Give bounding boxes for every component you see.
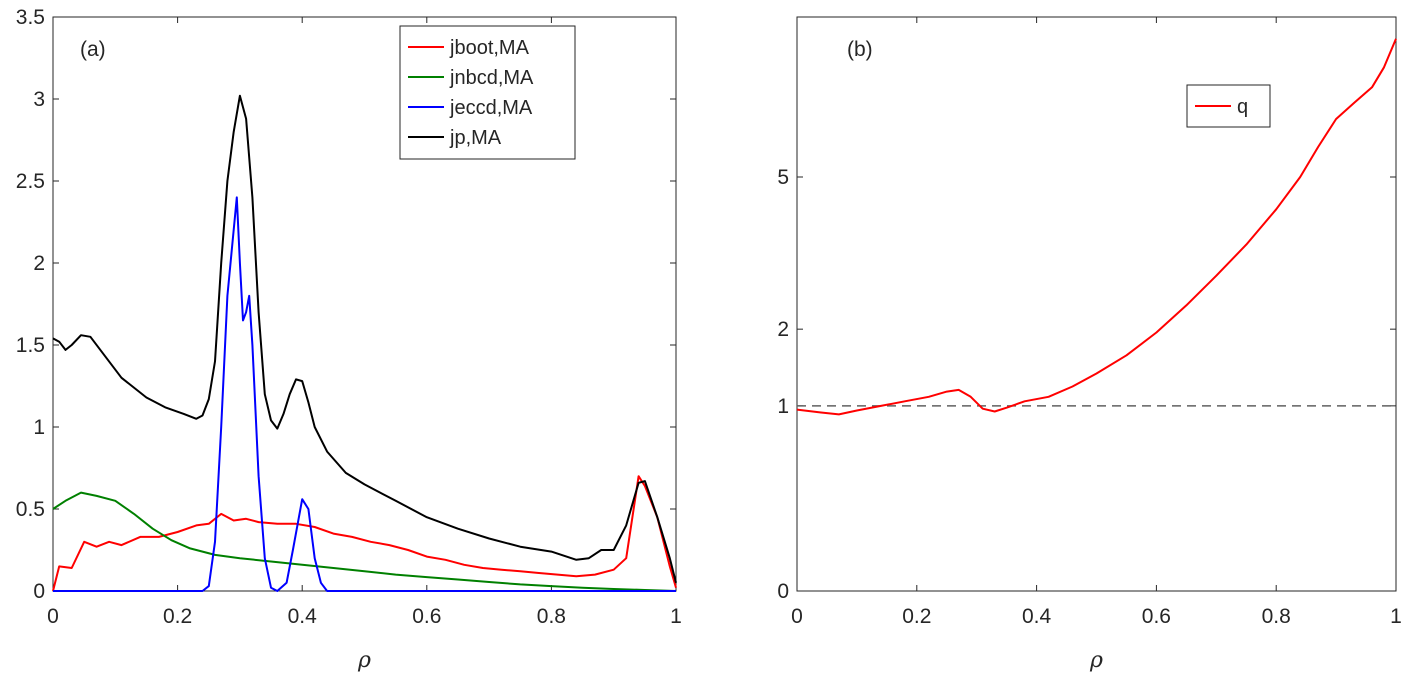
- chart-panel-1: 0 0.2 0.4 0.6 0.8 1 0 0.5 1 1.5 2 2.5 3 3.5 ρ (a) jboot,…: [16, 6, 682, 673]
- y-tick-label: 3: [33, 88, 45, 111]
- y-tick-label: 1: [33, 416, 45, 439]
- x-tick-label: 0.6: [1142, 605, 1171, 628]
- series-line-jnbcd-ma: [52, 491, 677, 592]
- x-tick-label: 0: [47, 605, 59, 628]
- chart-panel-2: 0 0.2 0.4 0.6 0.8 1 0 1 2 5 ρ (b) q: [777, 16, 1402, 673]
- x-axis-label: ρ: [1089, 648, 1103, 673]
- x-tick-label: 0.8: [537, 605, 566, 628]
- x-axis-label: ρ: [357, 648, 371, 673]
- legend-label: q: [1237, 96, 1248, 118]
- y-tick-label: 1: [777, 395, 789, 418]
- x-tick-label: 0.6: [412, 605, 441, 628]
- y-tick-label: 0: [777, 580, 789, 603]
- y-tick-label: 2.5: [16, 170, 45, 193]
- y-tick-label: 0: [33, 580, 45, 603]
- x-tick-label: 1: [670, 605, 682, 628]
- plot-area: [52, 16, 677, 592]
- series-line-jboot-ma: [52, 475, 677, 592]
- y-tick-label: 3.5: [16, 6, 45, 29]
- y-tick-label: 5: [777, 166, 789, 189]
- x-tick-label: 0.4: [1022, 605, 1052, 628]
- x-tick-label: 0.8: [1262, 605, 1291, 628]
- x-tick-label: 0.2: [902, 605, 931, 628]
- y-tick-label: 2: [33, 252, 45, 275]
- legend: jboot,MA jnbcd,MA jeccd,MA jp,MA: [399, 25, 576, 160]
- legend-label: jeccd,MA: [449, 97, 533, 119]
- panel-label: (b): [847, 38, 873, 61]
- y-tick-label: 1.5: [16, 334, 45, 357]
- legend-label: jp,MA: [449, 127, 502, 149]
- legend-label: jnbcd,MA: [449, 67, 534, 89]
- legend-label: jboot,MA: [449, 37, 530, 59]
- legend: q: [1186, 84, 1271, 128]
- x-tick-label: 0.4: [288, 605, 318, 628]
- x-tick-label: 0: [791, 605, 803, 628]
- series-line-jp-ma: [52, 94, 677, 584]
- y-tick-label: 2: [777, 318, 789, 341]
- series-line-jeccd-ma: [53, 196, 676, 592]
- x-tick-label: 1: [1390, 605, 1402, 628]
- series-line-q: [796, 38, 1397, 416]
- x-tick-label: 0.2: [163, 605, 192, 628]
- plot-area: [796, 16, 1397, 592]
- panel-label: (a): [80, 38, 106, 61]
- y-tick-label: 0.5: [16, 498, 45, 521]
